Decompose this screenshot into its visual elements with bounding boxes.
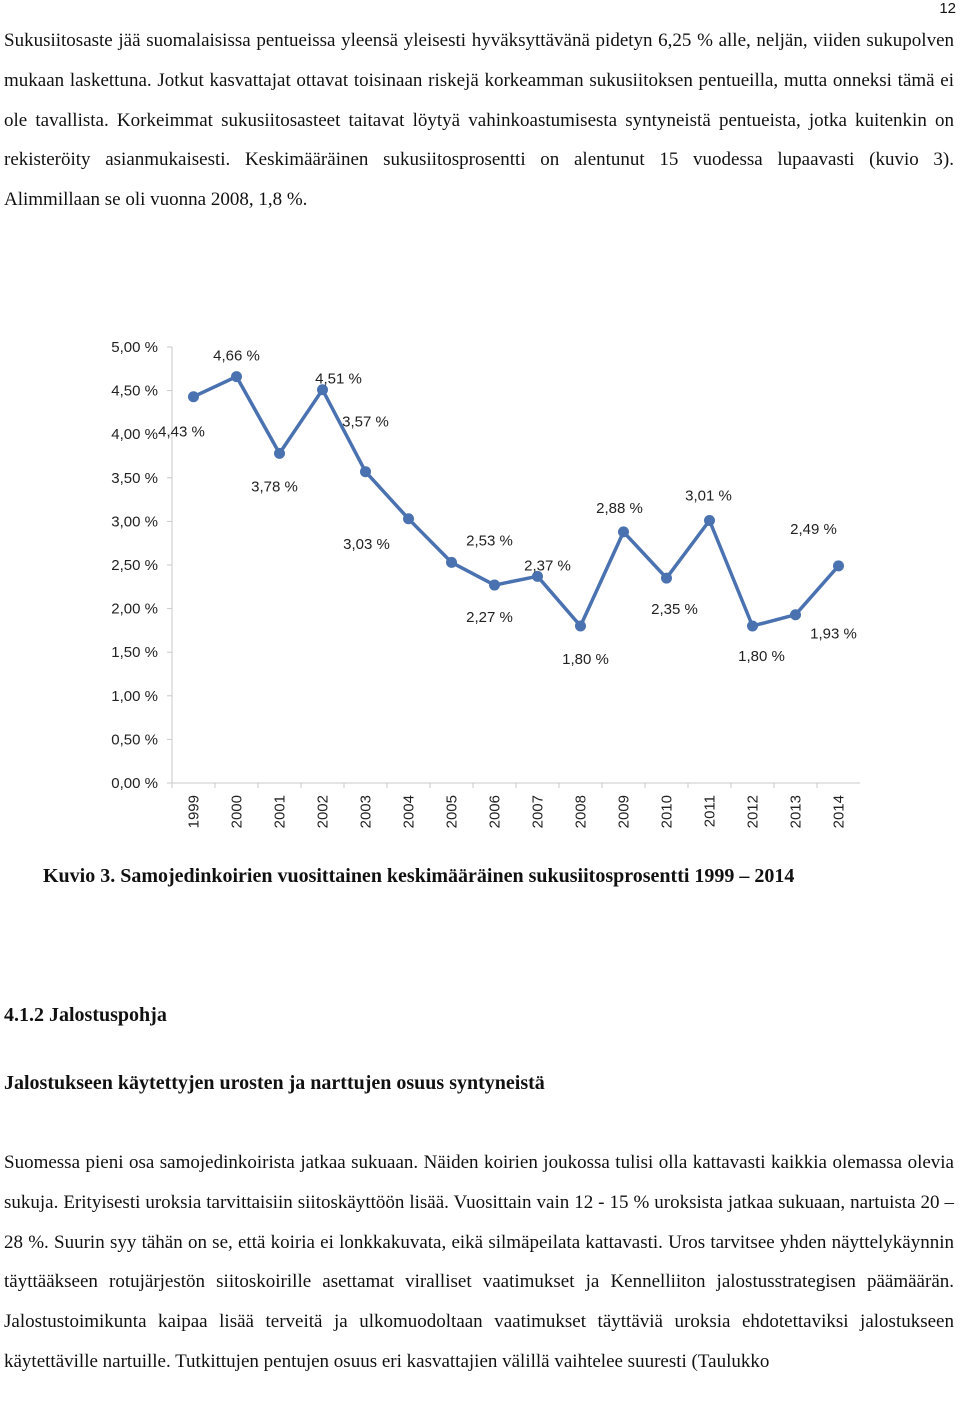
y-tick-label: 1,00 % bbox=[111, 688, 158, 705]
data-label: 3,01 % bbox=[685, 488, 732, 505]
subsection-heading: Jalostukseen käytettyjen urosten ja nart… bbox=[4, 1072, 545, 1094]
data-label: 4,51 % bbox=[315, 371, 362, 388]
data-point bbox=[618, 526, 629, 538]
data-point bbox=[489, 579, 500, 591]
data-points bbox=[188, 371, 844, 632]
x-tick-label: 2001 bbox=[272, 795, 289, 828]
chart-svg: 0,00 % 0,50 % 1,00 % 1,50 % 2,00 % 2,50 % 3,00… bbox=[111, 339, 860, 828]
data-point bbox=[575, 620, 586, 632]
x-tick-label: 2014 bbox=[831, 795, 848, 828]
data-label: 2,88 % bbox=[596, 500, 643, 517]
y-tick-label: 0,00 % bbox=[111, 775, 158, 792]
x-tick-label: 2009 bbox=[616, 795, 633, 828]
data-point bbox=[532, 570, 543, 582]
x-tick-label: 2013 bbox=[788, 795, 805, 828]
x-tick-label: 2002 bbox=[315, 795, 332, 828]
data-point bbox=[661, 572, 672, 584]
y-tick-label: 3,00 % bbox=[111, 513, 158, 530]
x-axis-ticks: 1999 2000 2001 2002 2003 2004 2005 2006 2007 2008… bbox=[171, 783, 848, 828]
data-label: 1,93 % bbox=[810, 626, 857, 643]
data-point bbox=[446, 556, 457, 568]
page-number: 12 bbox=[939, 0, 956, 17]
data-label: 1,80 % bbox=[738, 648, 785, 665]
data-point bbox=[231, 371, 242, 383]
y-tick-label: 4,50 % bbox=[111, 383, 158, 400]
x-tick-label: 2007 bbox=[530, 795, 547, 828]
data-label: 1,80 % bbox=[562, 651, 609, 668]
x-tick-label: 1999 bbox=[186, 795, 203, 828]
series-line bbox=[192, 374, 840, 628]
data-point bbox=[790, 609, 801, 621]
section-heading: 4.1.2 Jalostuspohja bbox=[4, 1004, 167, 1026]
data-point bbox=[274, 447, 285, 459]
data-point bbox=[833, 560, 844, 572]
x-tick-label: 2008 bbox=[573, 795, 590, 828]
y-tick-label: 0,50 % bbox=[111, 731, 158, 748]
y-tick-label: 1,50 % bbox=[111, 644, 158, 661]
data-label: 4,43 % bbox=[158, 424, 205, 441]
x-tick-label: 2011 bbox=[702, 795, 719, 827]
body-paragraph-1: Sukusiitosaste jää suomalaisissa pentuei… bbox=[4, 30, 954, 211]
y-tick-label: 4,00 % bbox=[111, 426, 158, 443]
y-tick-label: 2,00 % bbox=[111, 601, 158, 618]
data-label: 3,78 % bbox=[251, 478, 298, 495]
data-label: 3,03 % bbox=[343, 536, 390, 553]
data-point bbox=[403, 513, 414, 525]
x-tick-label: 2004 bbox=[401, 795, 418, 828]
line-chart: 0,00 % 0,50 % 1,00 % 1,50 % 2,00 % 2,50 % 3,00… bbox=[30, 325, 875, 835]
data-point bbox=[317, 384, 328, 396]
x-tick-label: 2006 bbox=[487, 795, 504, 828]
data-label: 2,37 % bbox=[524, 557, 571, 574]
data-label: 2,53 % bbox=[466, 532, 513, 549]
data-point bbox=[747, 620, 758, 632]
x-tick-label: 2003 bbox=[358, 795, 375, 828]
x-tick-label: 2010 bbox=[659, 795, 676, 828]
data-label: 2,35 % bbox=[651, 601, 698, 618]
figure-caption: Kuvio 3. Samojedinkoirien vuosittainen k… bbox=[43, 865, 795, 887]
data-point bbox=[704, 515, 715, 527]
data-point bbox=[360, 466, 371, 478]
y-axis-ticks: 0,00 % 0,50 % 1,00 % 1,50 % 2,00 % 2,50 % 3,00… bbox=[111, 339, 172, 792]
data-labels: 4,43 % 4,66 % 3,78 % 4,51 % 3,57 % 3,03 % 2,53… bbox=[158, 348, 857, 668]
data-label: 2,49 % bbox=[790, 521, 837, 538]
data-label: 3,57 % bbox=[342, 414, 389, 431]
x-tick-label: 2000 bbox=[229, 795, 246, 828]
x-tick-label: 2005 bbox=[444, 795, 461, 828]
body-paragraph-2: Suomessa pieni osa samojedinkoirista jat… bbox=[4, 1152, 954, 1372]
x-tick-label: 2012 bbox=[745, 795, 762, 828]
data-label: 2,27 % bbox=[466, 609, 513, 626]
data-label: 4,66 % bbox=[213, 348, 260, 365]
y-tick-label: 2,50 % bbox=[111, 557, 158, 574]
y-tick-label: 3,50 % bbox=[111, 470, 158, 487]
y-tick-label: 5,00 % bbox=[111, 339, 158, 356]
data-point bbox=[188, 391, 199, 403]
